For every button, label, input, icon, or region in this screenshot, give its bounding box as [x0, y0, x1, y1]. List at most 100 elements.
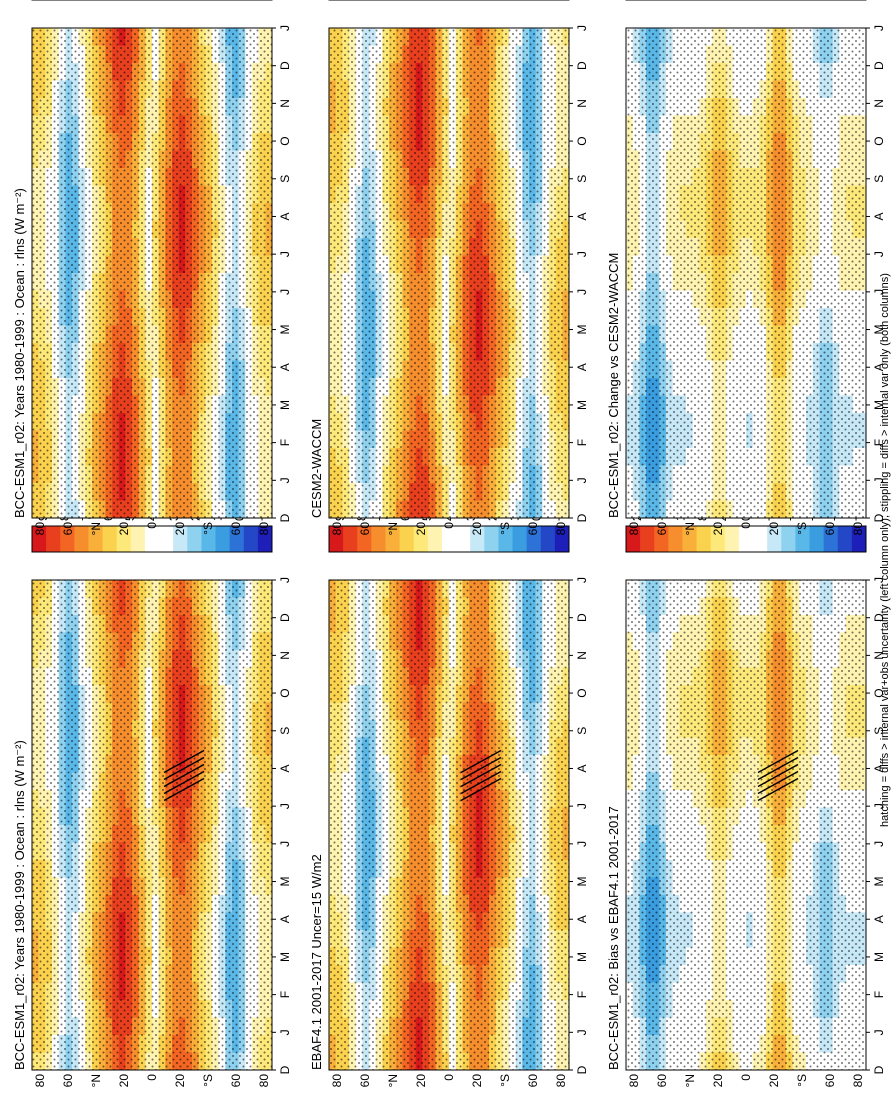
p1-colorbar-swatch — [173, 526, 188, 552]
p1-ytick-label: °N — [89, 1074, 103, 1087]
p2-ytick-label: °S — [201, 522, 215, 535]
p1-xtick-label: A — [278, 915, 292, 923]
panel-p3: EBAF4.1 2001-2017 Uncer=15 W/m2 DJFMAMJJA… — [309, 503, 589, 1087]
p2-title: BCC-ESM1_r02: Years 1980-1999 : Ocean : … — [12, 188, 27, 518]
p2-xtick-label: A — [278, 363, 292, 371]
p3-xtick-label: J — [575, 577, 589, 583]
panel-p1: BCC-ESM1_r02: Years 1980-1999 : Ocean : … — [12, 503, 292, 1087]
p3-xtick-label: M — [575, 952, 589, 962]
p1-colorbar-swatch — [257, 526, 273, 552]
p1-xtick-label: A — [278, 764, 292, 772]
p1-stippling — [32, 580, 272, 1070]
p1-colorbar-swatch — [229, 526, 245, 552]
p2-xtick-label: S — [278, 175, 292, 183]
p2-xtick-label: J — [278, 477, 292, 483]
p4-ytick-label: 20 — [414, 522, 428, 536]
p2-xtick-label: M — [278, 400, 292, 410]
p3-ytick-label: 60 — [526, 1074, 540, 1088]
p1-ytick-label: 20 — [117, 1074, 131, 1088]
p3-ytick-label: 80 — [554, 1074, 568, 1088]
p2-xtick-label: M — [278, 325, 292, 335]
p1-xtick-label: J — [278, 841, 292, 847]
p4-xtick-label: J — [575, 477, 589, 483]
p3-colorbar-swatch — [399, 526, 415, 552]
p1-ytick-label: 60 — [229, 1074, 243, 1088]
p3-xtick-label: D — [575, 613, 589, 622]
p3-colorbar-swatch — [427, 526, 443, 552]
p4-xtick-label: M — [575, 400, 589, 410]
p1-xtick-label: M — [278, 877, 292, 887]
p4-xtick-label: D — [575, 513, 589, 522]
p4-ytick-label: °N — [386, 522, 400, 535]
p2-stippling — [32, 28, 272, 518]
panel-p2: BCC-ESM1_r02: Years 1980-1999 : Ocean : … — [12, 0, 292, 535]
p1-colorbar-swatch — [88, 526, 104, 552]
p1-colorbar-swatch — [46, 526, 61, 552]
p3-colorbar-swatch — [456, 526, 471, 552]
p4-ytick-label: 60 — [358, 522, 372, 536]
p1-colorbar-frame — [31, 525, 273, 553]
p1-xtick-label: S — [278, 727, 292, 735]
p4-xtick-label: D — [575, 61, 589, 70]
p1-ytick-label: 0 — [145, 1074, 159, 1081]
p1-xtick-label: D — [278, 613, 292, 622]
p2-ytick-label: 60 — [61, 522, 75, 536]
p2-ytick-label: °N — [89, 522, 103, 535]
p2-xtick-label: F — [278, 439, 292, 446]
p1-ytick-label: 60 — [61, 1074, 75, 1088]
p2-ytick-label: 20 — [117, 522, 131, 536]
p3-stippling — [329, 580, 569, 1070]
p1-ytick-label: 20 — [173, 1074, 187, 1088]
p4-ytick-label: 60 — [526, 522, 540, 536]
p1-hatch — [163, 763, 205, 788]
p1-colorbar-swatch — [74, 526, 89, 552]
p3-xtick-label: N — [575, 651, 589, 660]
p1-colorbar-swatch — [116, 526, 132, 552]
p4-title: CESM2-WACCM — [309, 419, 324, 518]
p1-hatch — [163, 770, 205, 795]
p4-ytick-label: 80 — [554, 522, 568, 536]
p4-xtick-label: F — [575, 439, 589, 446]
p2-ytick-label: 80 — [257, 522, 271, 536]
p1-xtick-label: D — [278, 1065, 292, 1074]
p3-title: EBAF4.1 2001-2017 Uncer=15 W/m2 — [309, 854, 324, 1070]
p3-xtick-label: D — [575, 1065, 589, 1074]
p5-title: BCC-ESM1_r02: Bias vs EBAF4.1 2001-2017 — [606, 806, 621, 1070]
p1-xtick-label: F — [278, 991, 292, 998]
p1-xtick-label: J — [278, 577, 292, 583]
p2-ytick-label: 0 — [145, 522, 159, 529]
p3-xtick-label: O — [575, 688, 589, 697]
p4-ytick-label: °S — [498, 522, 512, 535]
p1-hatch — [163, 749, 205, 774]
p1-hatch — [163, 756, 205, 781]
p2-xtick-label: D — [278, 61, 292, 70]
p4-xtick-label: S — [575, 175, 589, 183]
p1-xtick-label: M — [278, 952, 292, 962]
p1-xtick-label: J — [278, 1029, 292, 1035]
p2-xtick-label: J — [278, 289, 292, 295]
p4-xtick-label: J — [575, 25, 589, 31]
p2-xtick-label: J — [278, 25, 292, 31]
p4-ytick-label: 0 — [442, 522, 456, 529]
p1-colorbar-swatch — [102, 526, 118, 552]
p2-ytick-label: 60 — [229, 522, 243, 536]
p1-xtick-label: O — [278, 688, 292, 697]
p1-colorbar-swatch — [130, 526, 146, 552]
p3-ytick-label: 0 — [442, 1074, 456, 1081]
p3-ytick-label: °N — [386, 1074, 400, 1087]
p4-xtick-label: A — [575, 363, 589, 371]
panel-p5: BCC-ESM1_r02: Bias vs EBAF4.1 2001-2017 D… — [606, 503, 886, 1087]
p1-frame — [31, 579, 273, 1071]
p2-xtick-label: D — [278, 513, 292, 522]
p3-xtick-label: S — [575, 727, 589, 735]
p2-ytick-label: 20 — [173, 522, 187, 536]
p1-xtick-label: N — [278, 651, 292, 660]
p3-xtick-label: A — [575, 764, 589, 772]
p3-xtick-label: F — [575, 991, 589, 998]
p3-colorbar-swatch — [484, 526, 499, 552]
p3-xtick-label: J — [575, 1029, 589, 1035]
p1-hatch — [163, 777, 205, 802]
p1-colorbar-swatch — [159, 526, 174, 552]
